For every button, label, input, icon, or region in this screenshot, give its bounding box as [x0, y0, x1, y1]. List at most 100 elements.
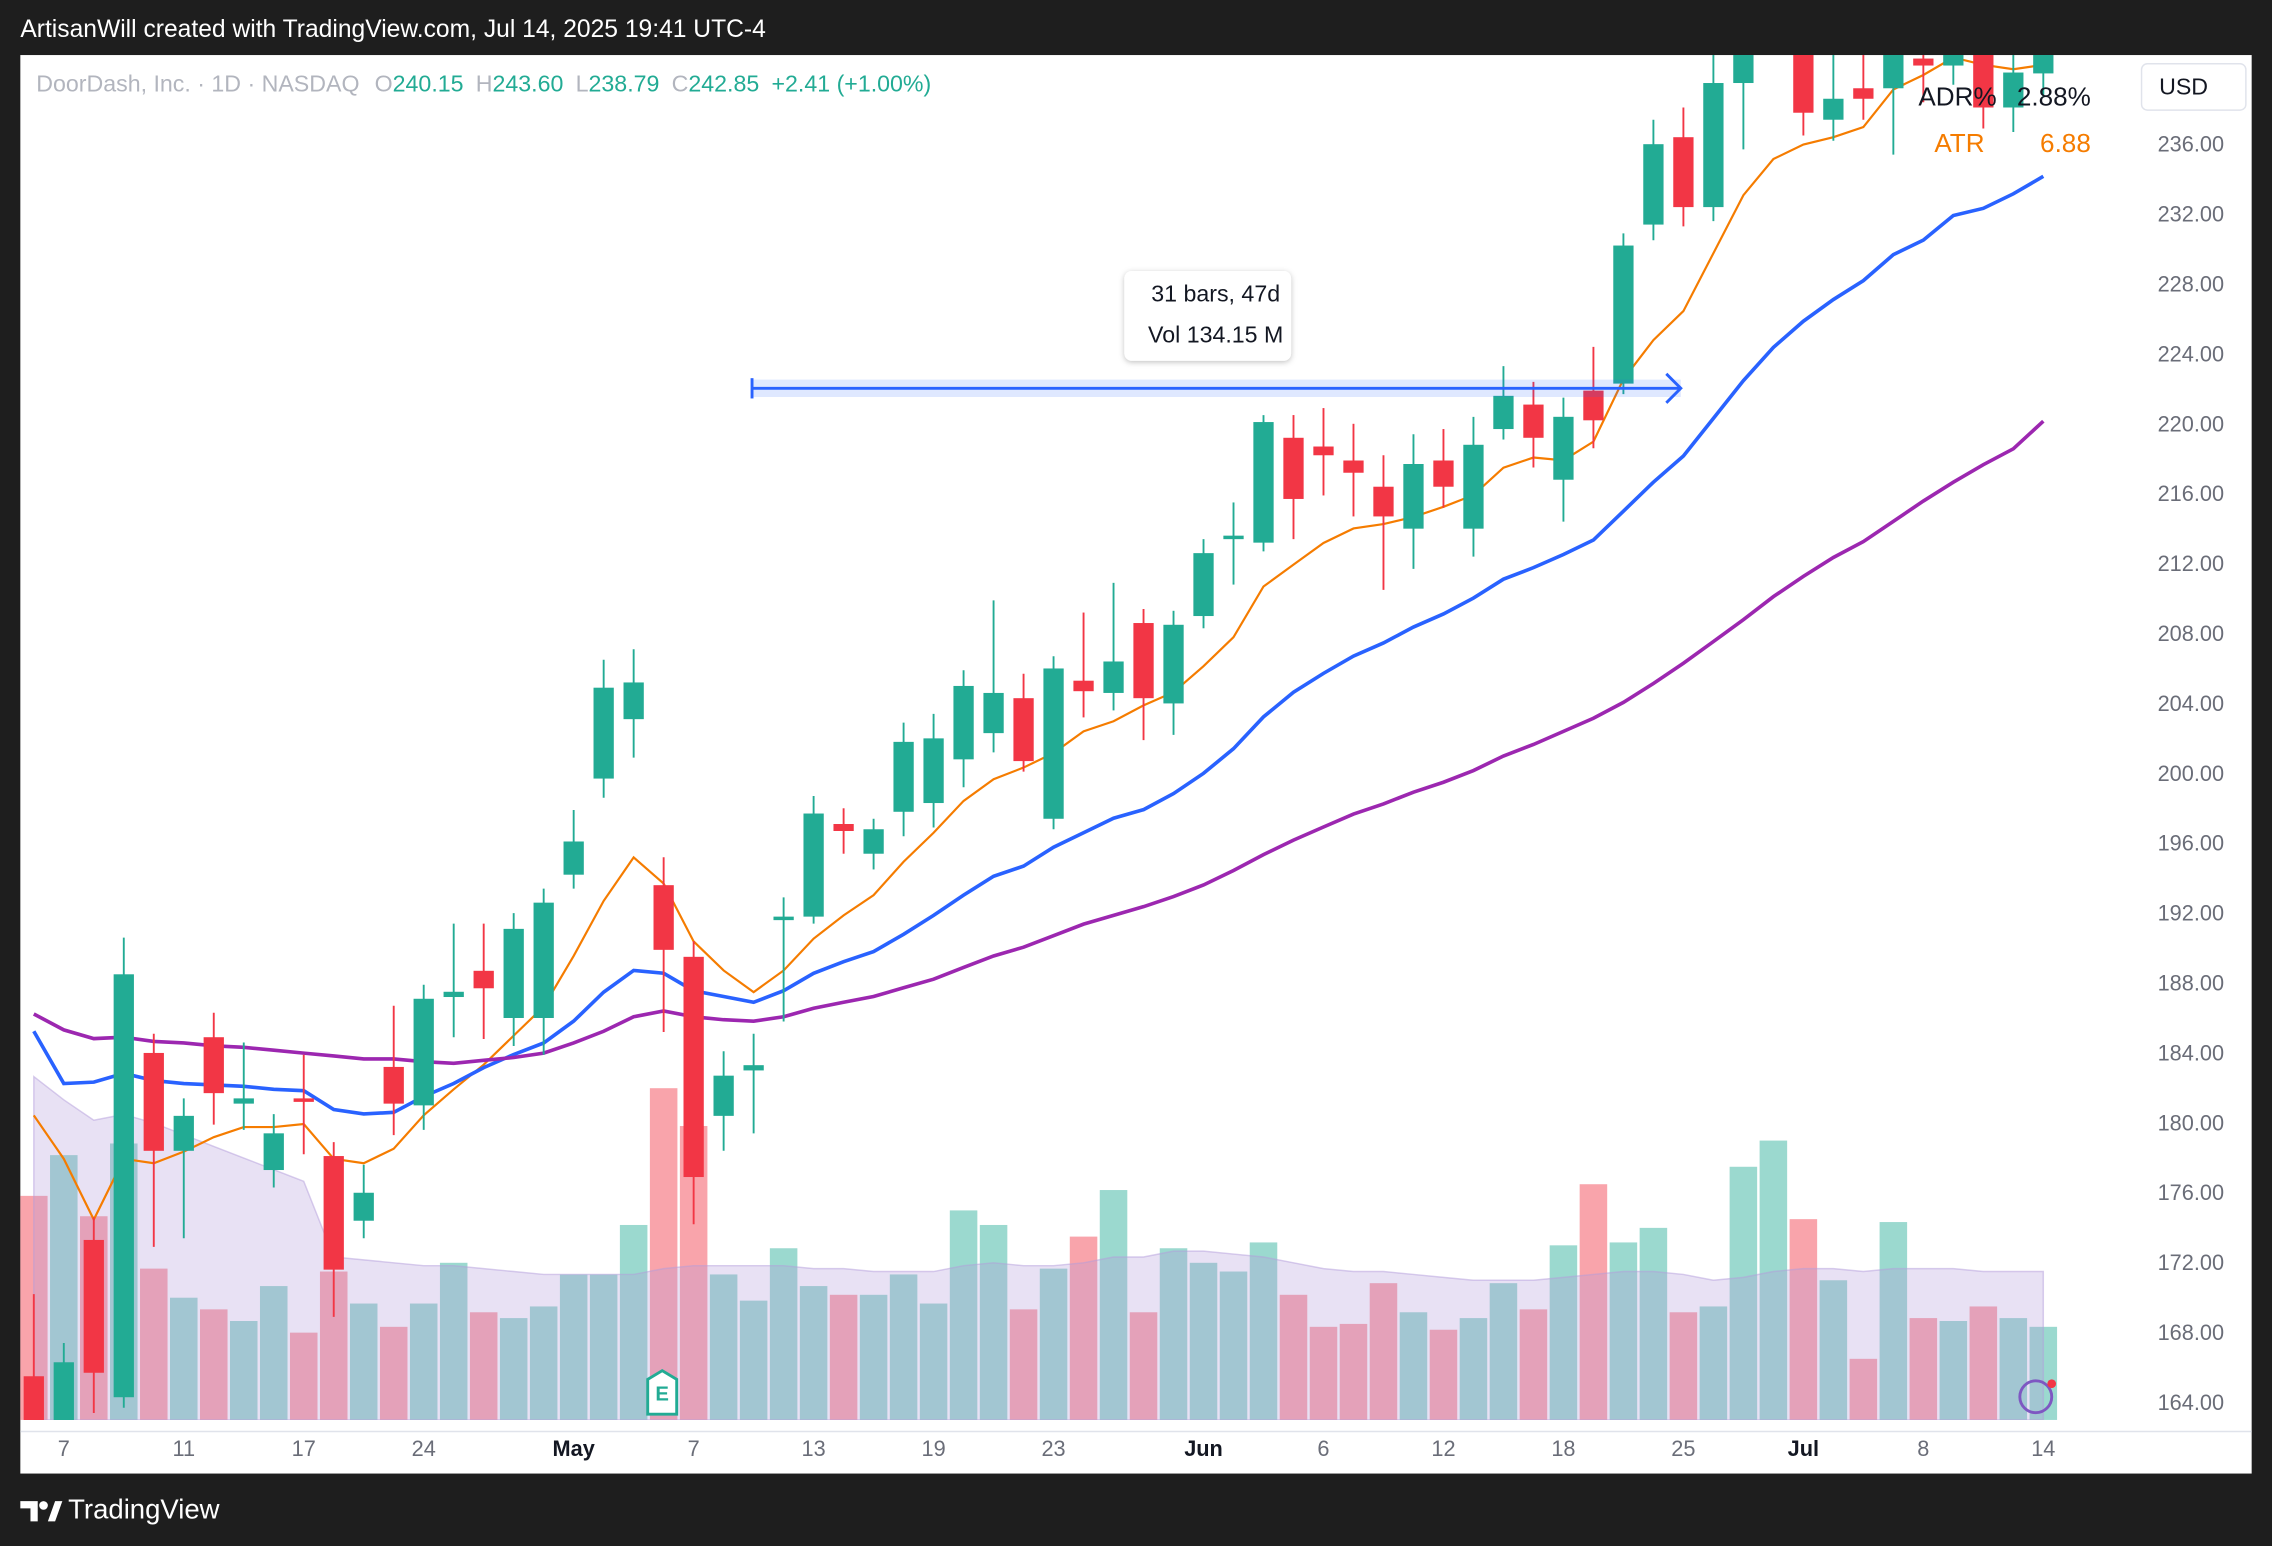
x-tick-label: 23: [1041, 1436, 1065, 1461]
legend-l: L: [576, 71, 589, 97]
candle-body: [1163, 624, 1184, 704]
volume-bar: [259, 1286, 288, 1420]
candle-body: [233, 1098, 254, 1104]
candle-body: [2033, 55, 2054, 74]
legend-symbol: DoorDash, Inc. · 1D · NASDAQ: [36, 71, 359, 97]
volume-bar: [529, 1306, 558, 1420]
candle-body: [593, 687, 614, 779]
y-tick-label: 216.00: [2158, 481, 2224, 506]
candle-body: [1553, 416, 1574, 480]
y-tick-label: 212.00: [2158, 551, 2224, 576]
moving-average-line: [32, 56, 2044, 1223]
volume-bar: [649, 1088, 678, 1420]
volume-pane: [20, 1075, 2058, 1420]
candle-body: [1253, 422, 1274, 543]
earnings-letter: E: [655, 1384, 669, 1406]
axes: 164.00 168.00 172.00 176.00 180.00 184.00 188.…: [58, 132, 2224, 1461]
y-tick-label: 192.00: [2158, 901, 2224, 926]
currency-label: USD: [2159, 74, 2208, 100]
y-tick-label: 176.00: [2158, 1180, 2224, 1205]
candle-body: [1043, 668, 1064, 819]
volume-bar: [1909, 1318, 1938, 1420]
candle-body: [1193, 553, 1214, 617]
logo-dot: [39, 1501, 48, 1510]
volume-bar: [1129, 1312, 1158, 1420]
candle-body: [1673, 137, 1694, 208]
candle-body: [2003, 72, 2024, 108]
x-tick-label: Jun: [1184, 1436, 1223, 1461]
volume-bar: [1339, 1323, 1368, 1420]
volume-bar: [1069, 1236, 1098, 1420]
y-tick-label: 164.00: [2158, 1390, 2224, 1415]
earnings-badge: E: [646, 1368, 679, 1416]
volume-bar: [799, 1286, 828, 1420]
measure-volume: Vol 134.15 M: [1148, 321, 1283, 347]
legend-o: O: [375, 71, 393, 97]
candle-body: [1823, 98, 1844, 120]
x-tick-label: 6: [1317, 1436, 1329, 1461]
candle-body: [1943, 55, 1964, 66]
candle-body: [1073, 680, 1094, 692]
volume-bar: [439, 1262, 468, 1420]
assistant-icon[interactable]: [2018, 1379, 2054, 1415]
volume-bar: [859, 1294, 888, 1420]
volume-bar: [919, 1303, 948, 1420]
legend-close: 242.85: [688, 71, 759, 97]
volume-bar: [1249, 1242, 1278, 1420]
volume-bar: [199, 1309, 228, 1420]
currency-button[interactable]: [2140, 63, 2247, 111]
candles: [23, 55, 2054, 1420]
volume-bar: [499, 1318, 528, 1420]
volume-bar: [709, 1274, 738, 1420]
x-tick-label: Jul: [1788, 1436, 1819, 1461]
candle-body: [203, 1037, 224, 1094]
candle-body: [743, 1065, 764, 1071]
candle-body: [563, 841, 584, 875]
x-tick-label: 7: [688, 1436, 700, 1461]
x-tick-label: 7: [58, 1436, 70, 1461]
candle-body: [1403, 464, 1424, 529]
volume-bar: [1549, 1245, 1578, 1420]
volume-bar: [1309, 1326, 1338, 1420]
volume-bar: [1519, 1309, 1548, 1420]
candle-body: [323, 1156, 344, 1270]
y-tick-label: 168.00: [2158, 1320, 2224, 1345]
candle-body: [443, 991, 464, 998]
candle-body: [1493, 395, 1514, 430]
logo-slash: [47, 1501, 63, 1522]
measure-bars: 31 bars, 47d: [1151, 281, 1280, 307]
candle-body: [1103, 661, 1124, 693]
y-tick-label: 184.00: [2158, 1040, 2224, 1065]
y-tick-label: 172.00: [2158, 1250, 2224, 1275]
candle-body: [1883, 55, 1904, 89]
x-tick-label: 24: [412, 1436, 436, 1461]
volume-bar: [1159, 1248, 1188, 1420]
x-tick-label: 8: [1917, 1436, 1929, 1461]
volume-bar: [1819, 1280, 1848, 1420]
x-tick-label: May: [553, 1436, 595, 1461]
y-tick-label: 204.00: [2158, 691, 2224, 716]
moving-average-line: [32, 419, 2045, 1066]
candle-body: [113, 974, 134, 1398]
volume-bar: [1639, 1227, 1668, 1420]
y-tick-label: 188.00: [2158, 971, 2224, 996]
candle-body: [923, 738, 944, 804]
legend-open: 240.15: [393, 71, 464, 97]
indicator-value: 2.88%: [2017, 81, 2091, 111]
volume-bar: [559, 1274, 588, 1420]
volume-bar: [1489, 1283, 1518, 1420]
volume-bar: [889, 1274, 918, 1420]
candle-body: [473, 970, 494, 989]
y-tick-label: 232.00: [2158, 202, 2224, 227]
x-tick-label: 17: [292, 1436, 316, 1461]
x-tick-label: 19: [921, 1436, 945, 1461]
volume-bar: [1729, 1166, 1758, 1420]
logo-mark: [20, 1501, 38, 1522]
volume-bar: [1009, 1309, 1038, 1420]
volume-bar: [1189, 1262, 1218, 1420]
candle-body: [983, 692, 1004, 734]
measure-arrow: [1665, 372, 1683, 404]
indicator-name: ADR%: [1918, 81, 1996, 111]
